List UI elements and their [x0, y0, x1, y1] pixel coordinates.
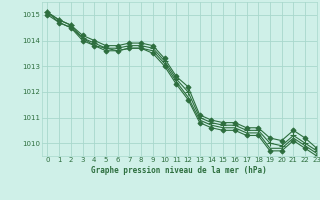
X-axis label: Graphe pression niveau de la mer (hPa): Graphe pression niveau de la mer (hPa) — [91, 166, 267, 175]
